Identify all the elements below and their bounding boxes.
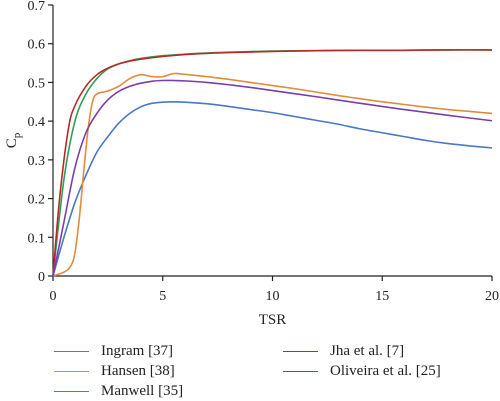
series-line-oliveira-et-al-25 [52,79,493,277]
legend-swatch [54,370,89,372]
legend-item-jha-et-al-7: Jha et al. [7] [283,342,404,360]
legend-label: Jha et al. [7] [330,342,405,359]
chart-canvas: 0 5 10 15 20 0 0.1 0.2 0.3 0.4 0.5 0.6 0.7 TSR Cp [4,0,500,328]
series-line-manwell-35 [52,49,493,277]
legend-label: Ingram [37] [101,342,174,359]
x-axis-label: TSR [259,312,287,328]
y-tick-label: 0.2 [28,193,46,208]
y-axis-label-subscript: p [11,132,23,138]
legend-label: Oliveira et al. [25] [330,362,441,379]
legend-item-oliveira-et-al-25: Oliveira et al. [25] [283,362,441,380]
axes [48,4,493,281]
legend-swatch [54,390,89,392]
y-tick-label: 0 [38,270,45,285]
series-line-hansen-38 [52,72,493,277]
series-line-jha-et-al-7 [52,49,493,277]
y-tick-label: 0.7 [28,0,46,14]
x-tick-label: 0 [50,289,57,304]
y-axis-label-group: Cp [4,132,23,148]
legend-item-ingram-37: Ingram [37] [54,342,173,360]
legend-swatch [54,350,89,352]
legend-item-hansen-38: Hansen [38] [54,362,175,380]
y-tick-label: 0.6 [28,38,46,53]
y-tick-label: 0.5 [28,76,46,91]
x-tick-label: 15 [375,289,389,304]
y-tick-label: 0.3 [28,154,46,169]
series-line-ingram-37 [52,100,493,277]
x-tick-label: 10 [266,289,280,304]
legend-label: Manwell [35] [101,382,184,399]
legend-label: Hansen [38] [101,362,175,379]
y-axis-label-main: C [4,138,20,148]
legend-swatch [283,350,318,352]
legend-item-manwell-35: Manwell [35] [54,382,183,400]
y-axis-label: Cp [4,132,23,148]
tick-labels: 0 5 10 15 20 0 0.1 0.2 0.3 0.4 0.5 0.6 0.7 [28,0,500,304]
legend-swatch [283,370,318,372]
x-tick-label: 20 [485,289,499,304]
y-tick-label: 0.4 [28,115,46,130]
series-layer [52,49,493,277]
legend: Ingram [37] Hansen [38] Manwell [35] Jha et… [0,338,500,401]
x-tick-label: 5 [159,289,166,304]
y-tick-label: 0.1 [28,231,46,246]
